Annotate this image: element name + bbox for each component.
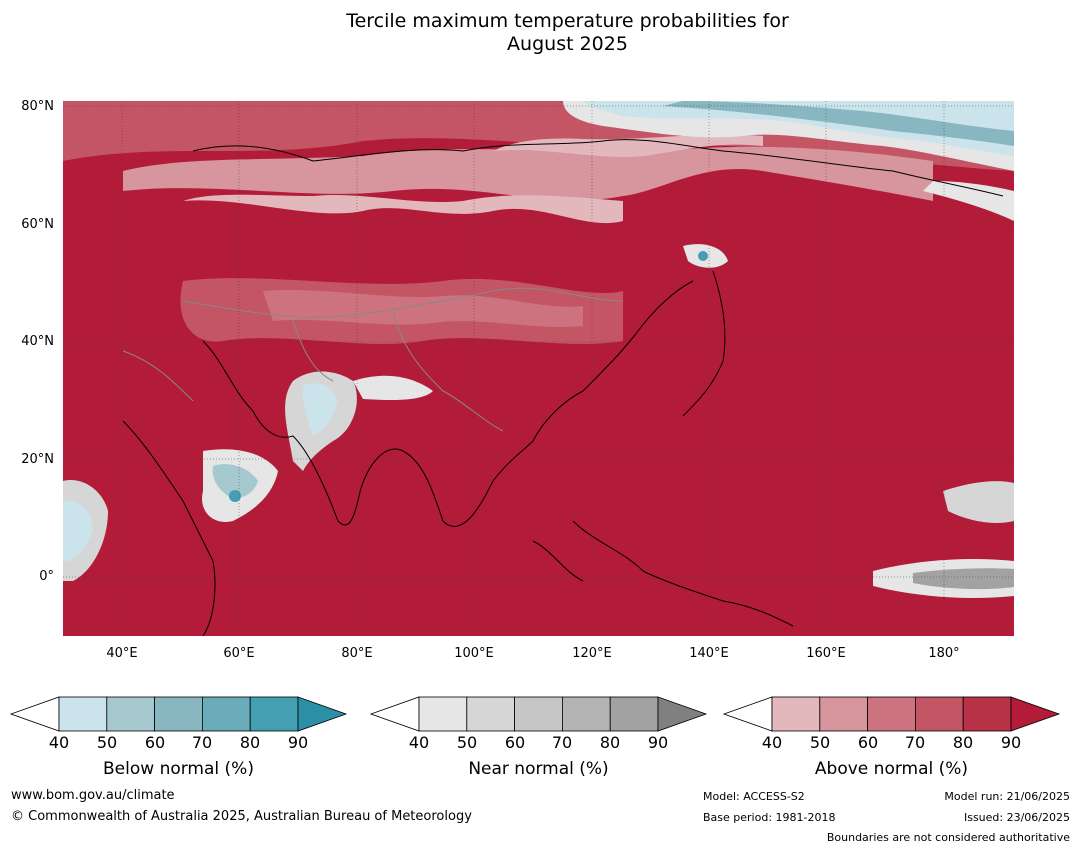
- map-svg: [63, 101, 1014, 636]
- lat-label-40n: 40°N: [21, 334, 54, 349]
- zone-arctic-below-strong: [663, 101, 1014, 146]
- lon-label-120e: 120°E: [572, 646, 612, 661]
- base-period-text: Base period: 1981-2018: [703, 811, 836, 824]
- website-link[interactable]: www.bom.gov.au/climate: [11, 788, 175, 803]
- title-line-1: Tercile maximum temperature probabilitie…: [346, 10, 789, 32]
- tick-above-60: 60: [857, 733, 879, 752]
- lon-label-80e: 80°E: [341, 646, 373, 661]
- colorbar-box: [514, 696, 563, 732]
- colorbar-box: [914, 696, 964, 732]
- colorbar-box: [466, 696, 516, 732]
- coastlines: [122, 139, 1004, 636]
- lon-label-180: 180°: [928, 646, 960, 661]
- zone-pacific-near-strong: [913, 568, 1014, 590]
- lon-label-140e: 140°E: [689, 646, 729, 661]
- colorbar-below-label: Below normal (%): [103, 759, 254, 779]
- model-run-text: Model run: 21/06/2025: [944, 790, 1070, 803]
- lon-label-100e: 100°E: [454, 646, 494, 661]
- colorbar-extend-low: [370, 696, 420, 732]
- zone-east-arctic: [923, 181, 1014, 221]
- colorbar-above: [723, 696, 1061, 732]
- colorbar-box: [819, 696, 869, 732]
- colorbar-extend-high: [657, 696, 708, 732]
- lat-label-80n: 80°N: [21, 99, 54, 114]
- tick-near-80: 80: [599, 733, 621, 752]
- zone-okhotsk-core: [698, 251, 708, 261]
- zone-india-below: [302, 383, 338, 436]
- colorbar-box: [962, 696, 1012, 732]
- map-title: Tercile maximum temperature probabilitie…: [0, 10, 1081, 56]
- zone-himalaya-near: [353, 375, 433, 401]
- zone-east-africa-below: [63, 500, 93, 561]
- tick-near-50: 50: [456, 733, 478, 752]
- lon-label-60e: 60°E: [223, 646, 255, 661]
- tick-above-80: 80: [952, 733, 974, 752]
- colorbar-near-label: Near normal (%): [468, 759, 609, 779]
- colorbar-box: [771, 696, 821, 732]
- zone-pacific-near-north: [943, 481, 1014, 523]
- colorbar-box: [867, 696, 916, 732]
- colorbar-extend-low: [10, 696, 60, 732]
- tick-below-50: 50: [96, 733, 118, 752]
- colorbar-extend-low: [723, 696, 773, 732]
- tick-near-40: 40: [408, 733, 430, 752]
- boundaries: [122, 287, 624, 432]
- tick-below-80: 80: [239, 733, 261, 752]
- zone-arabian-sea-core: [229, 490, 241, 502]
- colorbar-box: [609, 696, 659, 732]
- zone-arctic-below: [583, 101, 1014, 156]
- tick-near-70: 70: [551, 733, 573, 752]
- colorbar-box: [106, 696, 156, 732]
- disclaimer-text: Boundaries are not considered authoritat…: [826, 831, 1070, 844]
- colorbar-near: [370, 696, 708, 732]
- tick-below-90: 90: [287, 733, 309, 752]
- tick-below-40: 40: [48, 733, 70, 752]
- tick-near-60: 60: [504, 733, 526, 752]
- zone-siberia-lighter: [183, 194, 623, 224]
- zone-arabian-sea-below: [212, 464, 258, 498]
- tick-below-70: 70: [191, 733, 213, 752]
- title-line-2: August 2025: [507, 33, 628, 55]
- zone-central-asia-light: [263, 289, 583, 328]
- zone-siberia-light: [123, 146, 933, 201]
- probability-map: [63, 101, 1014, 636]
- colorbar-box: [58, 696, 108, 732]
- graticule: [63, 101, 1014, 636]
- tick-above-40: 40: [761, 733, 783, 752]
- lon-label-160e: 160°E: [806, 646, 846, 661]
- colorbar-box: [201, 696, 251, 732]
- colorbar-below: [10, 696, 348, 732]
- colorbar-extend-high: [1010, 696, 1061, 732]
- colorbar-box: [249, 696, 299, 732]
- lat-label-0: 0°: [39, 569, 54, 584]
- copyright-text: © Commonwealth of Australia 2025, Austra…: [11, 809, 472, 824]
- model-text: Model: ACCESS-S2: [703, 790, 805, 803]
- lat-label-20n: 20°N: [21, 452, 54, 467]
- issued-text: Issued: 23/06/2025: [963, 811, 1070, 824]
- zone-north-lighter: [493, 134, 763, 158]
- colorbar-box: [418, 696, 468, 732]
- tick-near-90: 90: [647, 733, 669, 752]
- colorbar-above-label: Above normal (%): [814, 759, 969, 779]
- tick-above-50: 50: [809, 733, 831, 752]
- lat-label-60n: 60°N: [21, 217, 54, 232]
- tick-below-60: 60: [144, 733, 166, 752]
- tick-above-70: 70: [904, 733, 926, 752]
- colorbar-box: [154, 696, 203, 732]
- colorbar-extend-high: [297, 696, 348, 732]
- tick-above-90: 90: [1000, 733, 1022, 752]
- lon-label-40e: 40°E: [106, 646, 138, 661]
- colorbar-box: [561, 696, 611, 732]
